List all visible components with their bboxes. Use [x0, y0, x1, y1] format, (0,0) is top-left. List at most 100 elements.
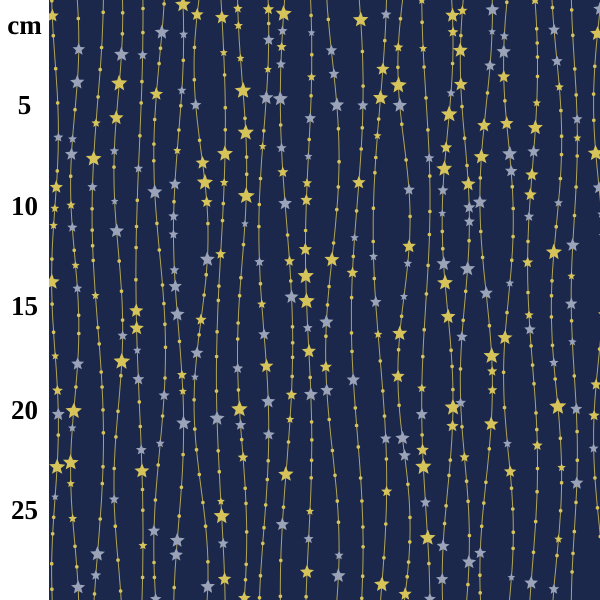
star-icon — [66, 200, 76, 210]
ruler-label-25: 25 — [11, 495, 38, 525]
garland-dot — [467, 533, 472, 538]
garland-dot — [117, 259, 121, 263]
garland-dot — [262, 525, 266, 530]
garland-dot — [118, 589, 123, 593]
star-icon — [87, 181, 98, 192]
garland-dot — [569, 8, 574, 12]
star-icon — [459, 451, 470, 462]
garland-dot — [324, 334, 328, 339]
garland-dot — [372, 276, 377, 281]
star-icon — [65, 402, 82, 419]
star-icon — [215, 10, 229, 24]
garland-dot — [75, 565, 79, 569]
star-icon — [415, 458, 432, 475]
garland-dot — [55, 169, 60, 173]
star-icon — [235, 419, 247, 430]
star-icon — [484, 59, 496, 71]
garland-dot — [555, 553, 559, 558]
star-icon — [149, 87, 164, 100]
garland-dot — [447, 473, 451, 478]
ruler-unit-label: cm — [7, 10, 42, 40]
garland-dot — [310, 438, 314, 442]
star-icon — [178, 387, 187, 395]
garland-dot — [98, 67, 102, 72]
star-icon — [276, 41, 287, 52]
star-icon — [190, 7, 204, 21]
garland-dot — [460, 104, 464, 109]
star-icon — [419, 529, 436, 545]
star-icon — [234, 82, 252, 98]
garland-dot — [535, 489, 539, 494]
garland-dot — [349, 331, 354, 335]
star-icon — [66, 479, 75, 488]
garland-dot — [243, 578, 248, 582]
garland-dot — [214, 389, 219, 393]
star-icon — [169, 547, 183, 561]
garland-dot — [304, 594, 308, 599]
star-icon — [190, 372, 199, 381]
garland-dot — [463, 289, 468, 294]
star-icon — [446, 88, 456, 97]
garland-dot — [535, 427, 539, 432]
star-icon — [497, 70, 511, 83]
garland-dot — [197, 333, 201, 337]
star-icon — [463, 201, 476, 213]
garland-dot — [116, 558, 120, 562]
star-icon — [319, 314, 334, 329]
star-icon — [278, 196, 292, 210]
star-icon — [109, 223, 124, 238]
garland-dot — [448, 458, 453, 462]
garland-dot — [397, 403, 401, 408]
star-icon — [209, 410, 225, 425]
star-icon — [590, 378, 600, 390]
star-icon — [70, 74, 85, 89]
garland-dot — [398, 16, 403, 21]
garland-dot — [378, 359, 383, 363]
star-icon — [436, 256, 451, 271]
garland-dot — [534, 411, 538, 415]
garland-dot — [257, 202, 262, 207]
garland-dot — [223, 128, 228, 132]
star-icon — [109, 146, 120, 156]
star-icon — [587, 144, 600, 160]
star-icon — [440, 308, 456, 324]
garland-dot — [336, 185, 341, 189]
garland-dot — [327, 284, 331, 289]
garland-dot — [139, 101, 143, 105]
garland-dot — [427, 561, 431, 566]
garland-dot — [382, 556, 386, 560]
garland-dot — [290, 341, 295, 345]
garland-dot — [216, 298, 221, 303]
garland-dot — [593, 64, 597, 69]
garland-dot — [310, 52, 314, 57]
garland-dot — [204, 272, 208, 277]
garland-dot — [330, 448, 335, 453]
garland-dot — [201, 500, 205, 505]
star-icon — [285, 388, 298, 400]
garland-dot — [73, 544, 77, 549]
garland-dot — [571, 33, 575, 38]
garland-dot — [408, 515, 412, 520]
garland-dot — [239, 275, 243, 280]
garland-dot — [289, 279, 293, 283]
garland-dot — [550, 5, 555, 10]
garland-dot — [558, 436, 563, 441]
garland-dot — [141, 508, 145, 512]
garland-dot — [220, 218, 225, 223]
garland-dot — [134, 277, 138, 282]
star-icon — [566, 238, 580, 252]
garland-dot — [575, 458, 580, 463]
garland-dot — [266, 459, 270, 463]
garland-dot — [258, 176, 263, 181]
star-icon — [461, 176, 476, 191]
star-icon — [201, 196, 213, 207]
star-icon — [72, 283, 83, 293]
garland-dot — [442, 521, 447, 526]
garland-dot — [575, 429, 579, 434]
star-icon — [549, 397, 567, 414]
garland-dot — [172, 199, 176, 204]
star-icon — [352, 175, 366, 189]
star-icon — [373, 89, 389, 105]
garland-dot — [162, 2, 166, 6]
garland-dot — [309, 420, 314, 424]
